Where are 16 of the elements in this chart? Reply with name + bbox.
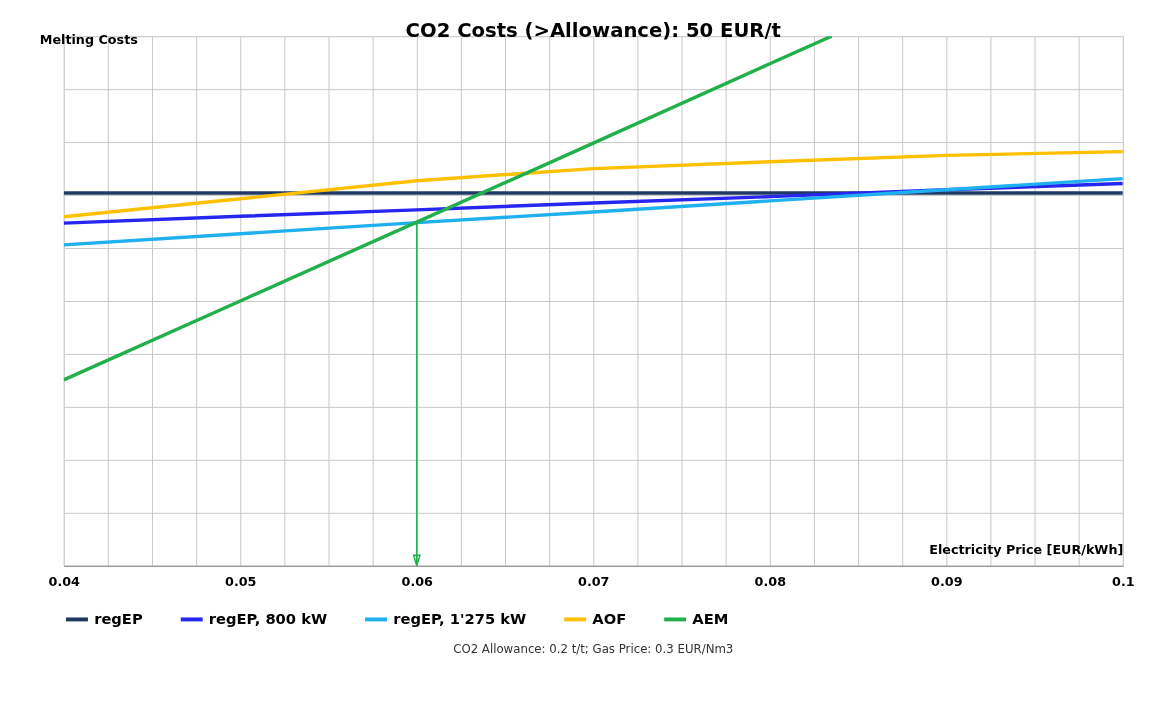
x-tick-label: 0.08 bbox=[754, 573, 787, 589]
y-axis-title: Melting Costs bbox=[39, 31, 138, 47]
text: CO2 Allowance: 0.2 t/t; Gas Price: 0.3 EUR/Nm3 bbox=[453, 642, 734, 657]
x-axis-title: Electricity Price [EUR/kWh] bbox=[929, 542, 1124, 558]
x-tick-label: 0.1 bbox=[1112, 573, 1135, 589]
legend-label: regEP, 800 kW bbox=[208, 610, 328, 628]
legend-label: regEP bbox=[94, 610, 143, 628]
legend-label: AOF bbox=[592, 610, 627, 628]
x-tick-label: 0.06 bbox=[401, 573, 434, 589]
x-tick-label: 0.05 bbox=[225, 573, 257, 589]
x-tick-label: 0.09 bbox=[931, 573, 963, 589]
legend-label: AEM bbox=[692, 610, 729, 628]
legend-label: regEP, 1'275 kW bbox=[393, 610, 527, 628]
x-tick-label: 0.04 bbox=[48, 573, 81, 589]
x-tick-label: 0.07 bbox=[578, 573, 610, 589]
chart-title: CO2 Costs (>Allowance): 50 EUR/t bbox=[405, 19, 781, 43]
